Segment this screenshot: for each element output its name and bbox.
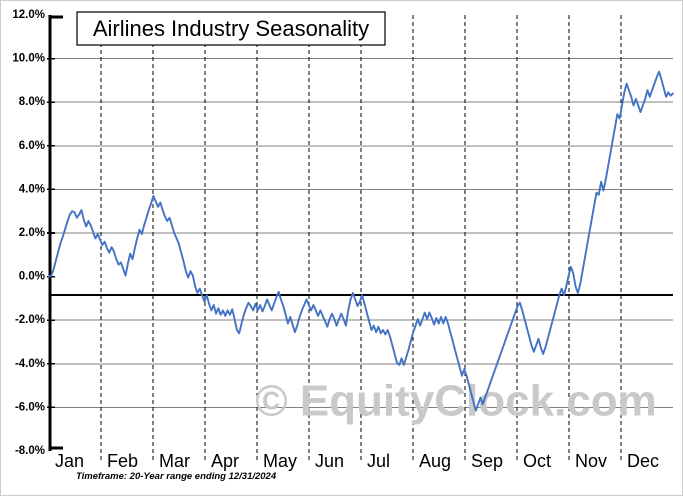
title-box-frame <box>76 11 386 46</box>
y-axis-tick-label: 10.0% <box>12 53 45 65</box>
x-axis-month-label-feb: Feb <box>107 451 138 471</box>
y-axis-tick-label: -6.0% <box>15 401 45 413</box>
chart-title: Airlines Industry Seasonality <box>93 16 369 41</box>
y-axis-tick-label: 8.0% <box>19 96 45 108</box>
month-divider-lines <box>100 15 622 463</box>
y-axis-tick-label: -4.0% <box>15 358 45 370</box>
x-axis-month-label-apr: Apr <box>211 451 239 471</box>
y-axis-tick-label: 0.0% <box>19 271 45 283</box>
chart-title-container: Airlines Industry Seasonality <box>76 11 386 46</box>
seasonality-line-series <box>48 70 674 412</box>
y-axis-tick-label: 2.0% <box>19 227 45 239</box>
y-axis-tick-label: 6.0% <box>19 140 45 152</box>
x-axis-month-label-nov: Nov <box>575 451 607 471</box>
y-axis-tick-label: 12.0% <box>12 9 45 21</box>
watermark-equityclock: © EquityClock.com <box>255 377 657 426</box>
x-axis-month-label-sep: Sep <box>471 451 503 471</box>
x-axis-month-label-dec: Dec <box>627 451 659 471</box>
x-axis-month-label-jul: Jul <box>367 451 390 471</box>
x-axis-month-label-jan: Jan <box>55 451 84 471</box>
y-axis-tick-label: 4.0% <box>19 183 45 195</box>
y-axis-tick-label: -8.0% <box>15 445 45 457</box>
y-axis-tick-label: -2.0% <box>15 314 45 326</box>
y-axis-tick-labels: 12.0% 10.0% 8.0% 6.0% 4.0% 2.0% 0.0% -2.0% -4.0%… <box>12 9 45 457</box>
x-axis-month-label-may: May <box>263 451 297 471</box>
x-axis-month-label-oct: Oct <box>523 451 551 471</box>
x-axis-month-labels: Jan Feb Mar Apr May Jun Jul Aug Sep Oct Nov Dec <box>55 451 659 471</box>
x-axis-month-label-mar: Mar <box>159 451 190 471</box>
x-axis-month-label-jun: Jun <box>315 451 344 471</box>
x-axis-month-label-aug: Aug <box>419 451 451 471</box>
chart-footnote: Timeframe: 20-Year range ending 12/31/20… <box>76 471 277 482</box>
